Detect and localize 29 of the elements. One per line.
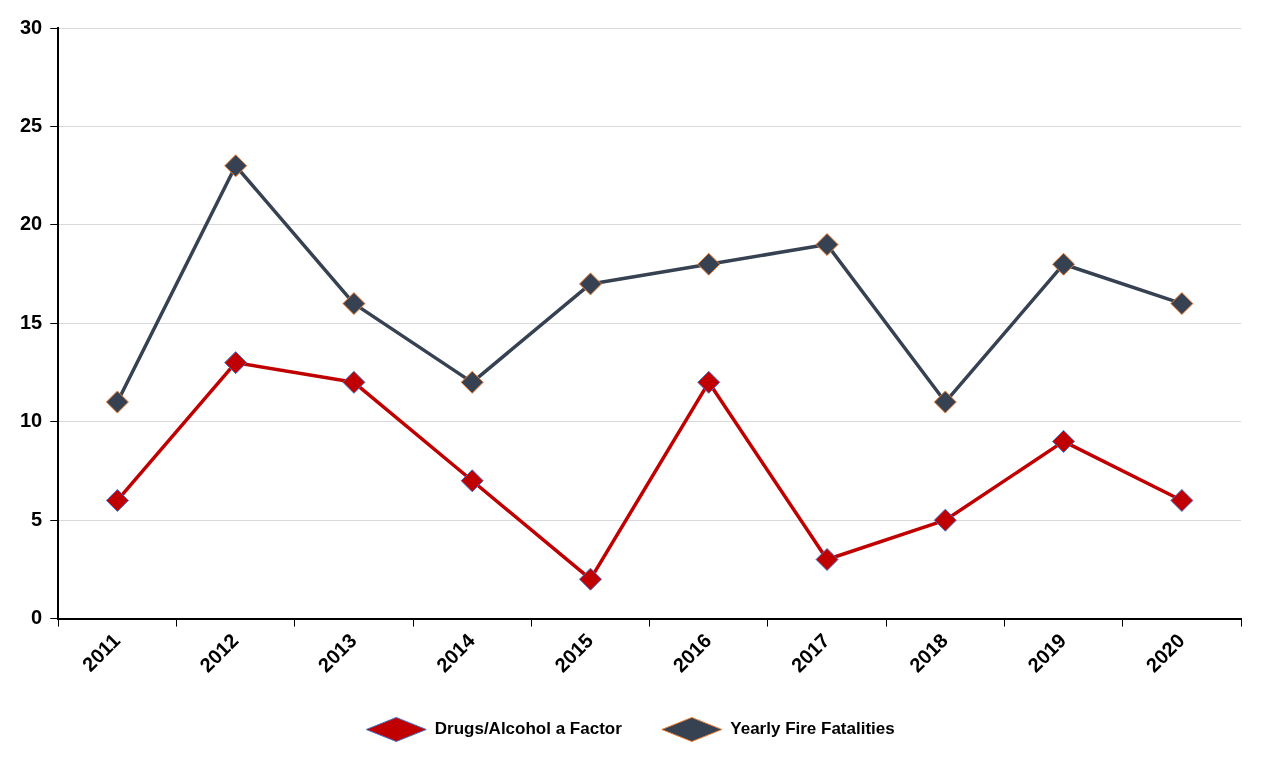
point	[224, 351, 248, 375]
point	[342, 370, 366, 394]
point	[697, 370, 721, 394]
y-tick-label: 15	[20, 310, 43, 333]
point	[224, 154, 248, 178]
y-tick-label: 10	[20, 409, 43, 432]
point	[342, 292, 366, 316]
point	[460, 370, 484, 394]
point	[815, 233, 839, 257]
point	[105, 488, 129, 512]
point	[933, 390, 957, 414]
point	[1170, 488, 1194, 512]
point	[1170, 292, 1194, 316]
point	[1052, 429, 1076, 453]
y-tick-label: 20	[20, 212, 43, 235]
legend-label: Yearly Fire Fatalities	[730, 719, 895, 739]
y-tick-label: 0	[31, 606, 43, 629]
point	[460, 469, 484, 493]
point	[933, 508, 957, 532]
point	[105, 390, 129, 414]
y-tick-label: 5	[31, 507, 43, 530]
y-tick-label: 25	[20, 113, 43, 136]
y-tick-label: 30	[20, 15, 43, 38]
point	[578, 567, 602, 591]
legend-label: Drugs/Alcohol a Factor	[434, 719, 623, 739]
point	[1052, 252, 1076, 276]
point	[578, 272, 602, 296]
point	[815, 548, 839, 572]
point	[697, 252, 721, 276]
